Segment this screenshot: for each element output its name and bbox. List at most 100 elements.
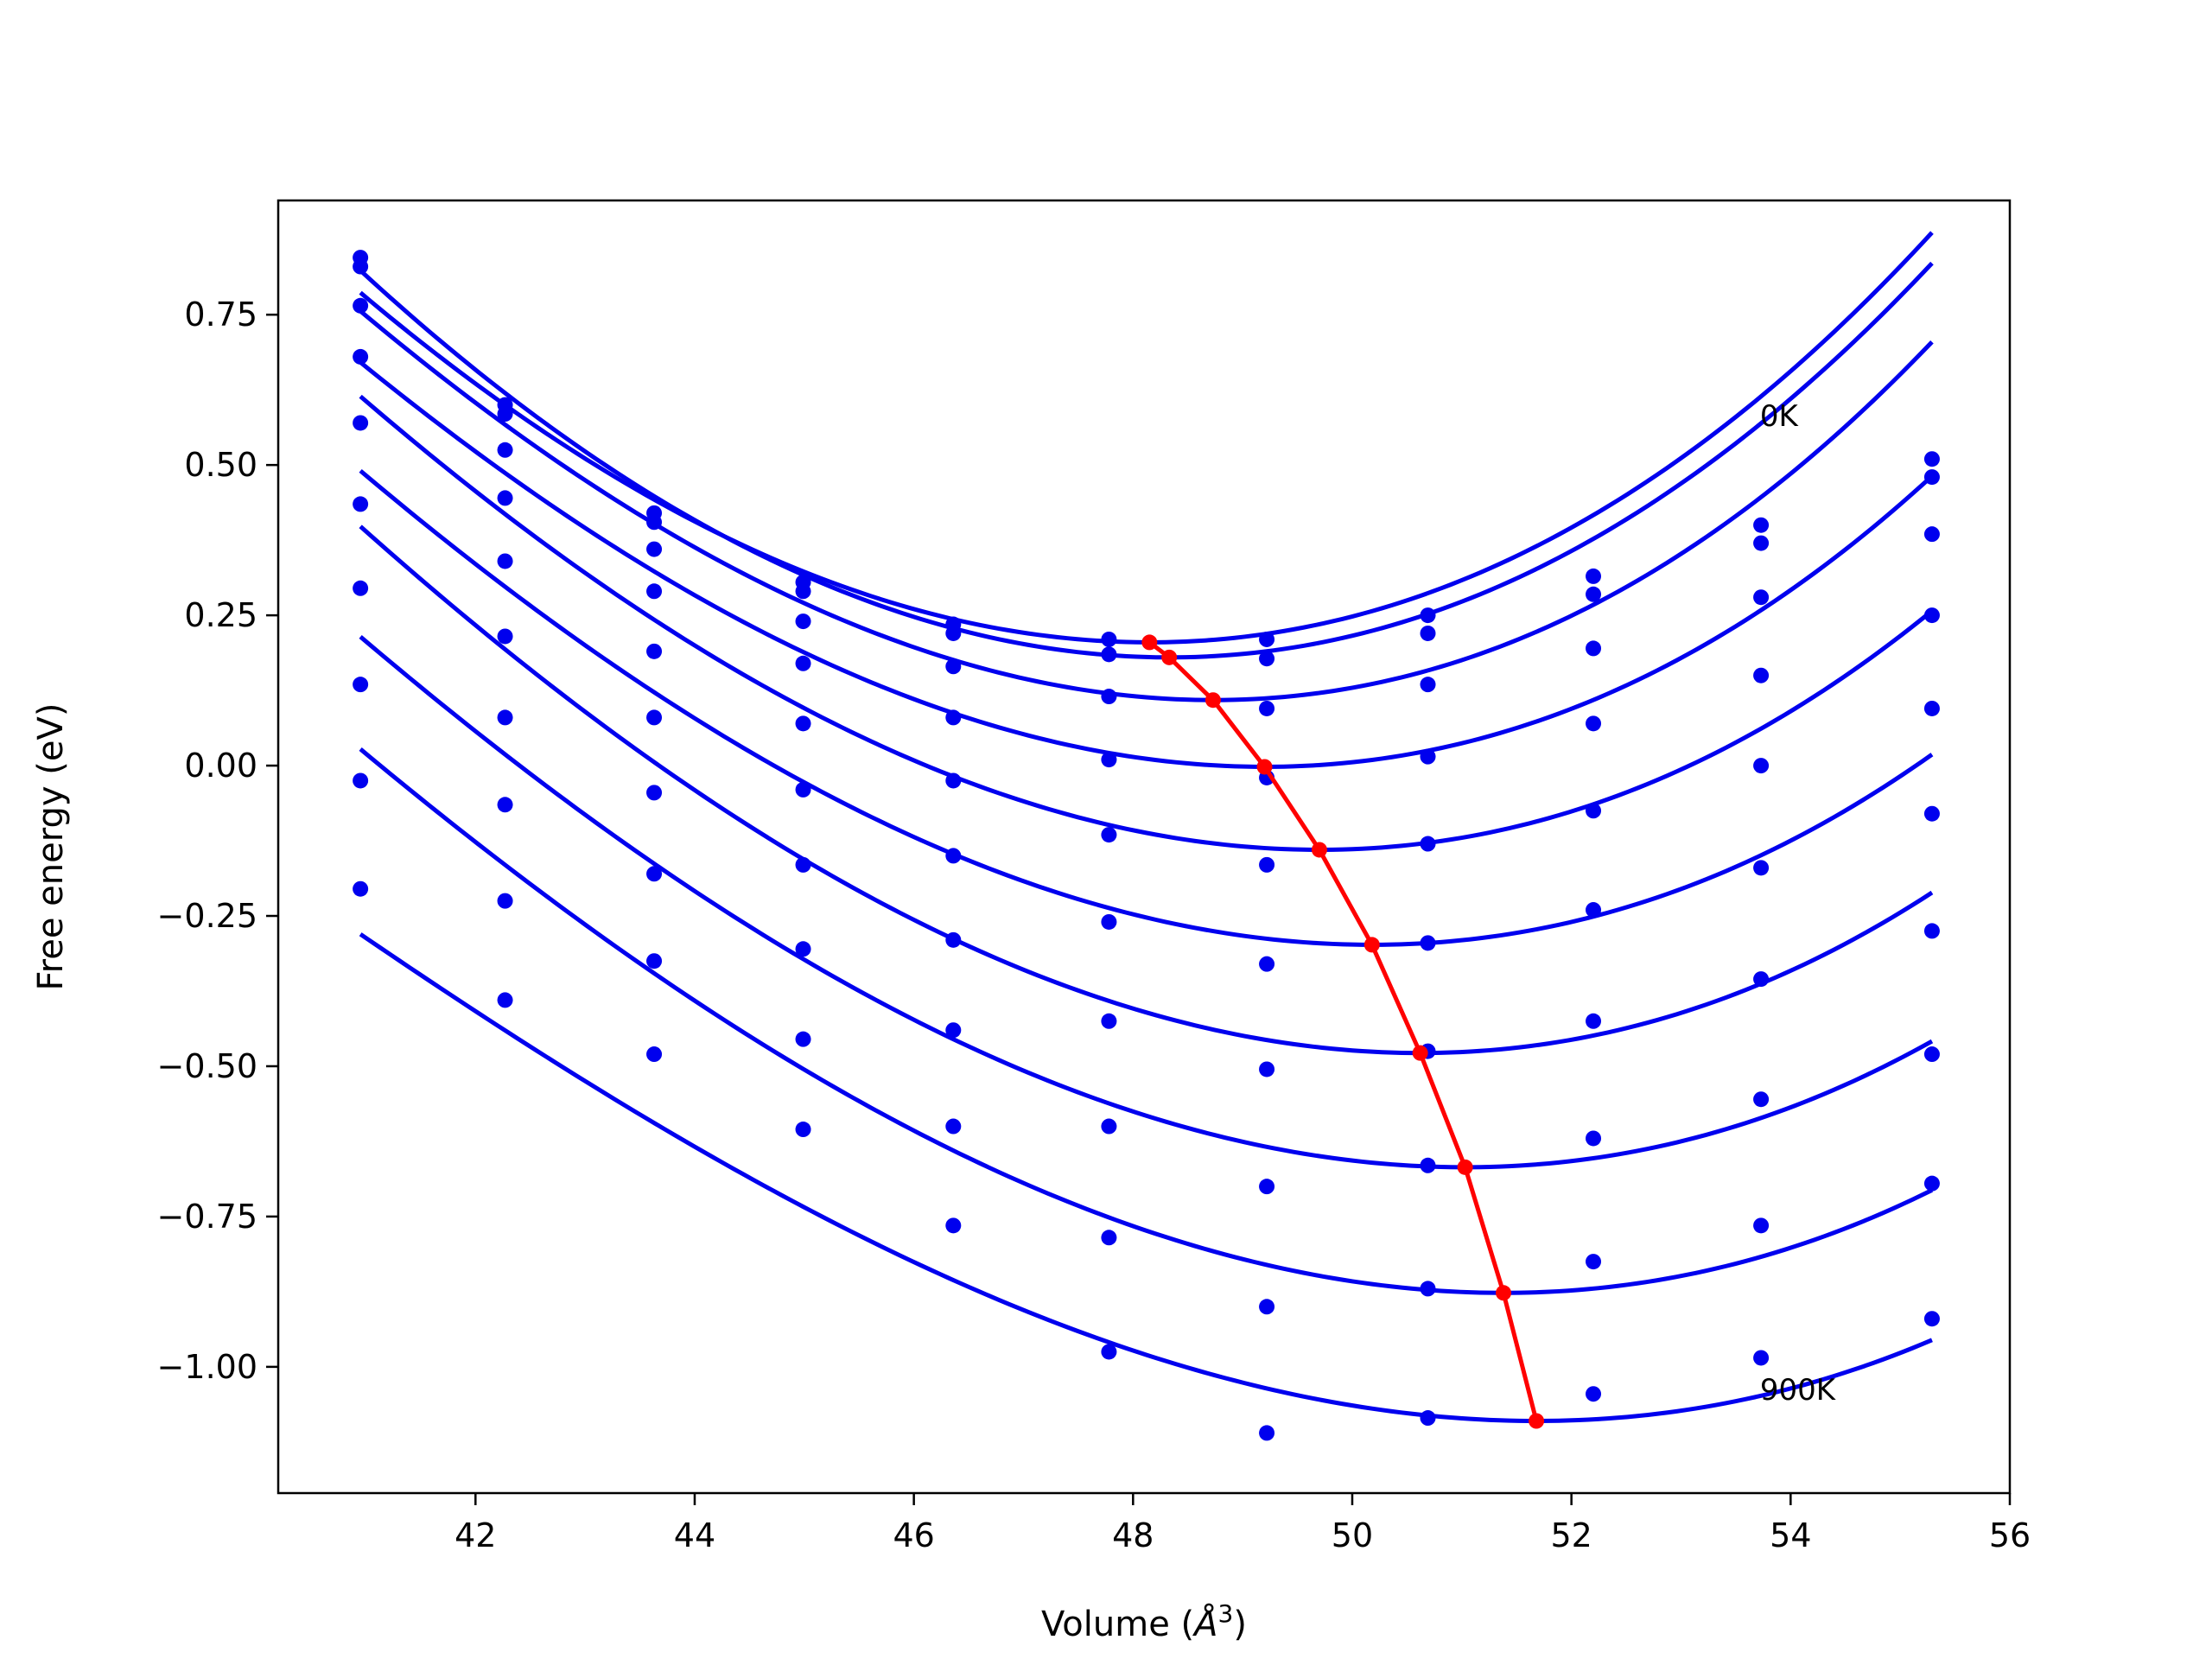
data-point <box>1259 1425 1275 1441</box>
series-layer <box>353 231 1940 1441</box>
data-point <box>1259 1299 1275 1315</box>
data-point <box>945 658 962 675</box>
data-point <box>1420 836 1436 852</box>
data-point <box>1420 677 1436 693</box>
data-point <box>1586 1386 1602 1402</box>
data-point <box>1259 651 1275 667</box>
data-point <box>945 931 962 948</box>
minimum-point <box>1161 649 1178 665</box>
data-point <box>353 258 369 275</box>
data-point <box>945 848 962 864</box>
data-point <box>646 1046 663 1063</box>
y-tick-label: 0.75 <box>184 296 257 334</box>
data-point <box>1586 640 1602 657</box>
data-point <box>1753 535 1770 551</box>
data-point <box>1586 586 1602 602</box>
data-point <box>795 583 811 600</box>
data-point <box>795 781 811 798</box>
x-tick-label: 50 <box>1332 1516 1373 1554</box>
data-point <box>795 1122 811 1138</box>
data-point <box>945 1118 962 1135</box>
data-point <box>1101 1118 1117 1135</box>
data-point <box>945 772 962 789</box>
minimum-energy-line <box>1147 640 1539 1422</box>
data-point <box>353 415 369 431</box>
data-point <box>1753 589 1770 606</box>
data-point <box>795 941 811 957</box>
data-point <box>353 772 369 789</box>
x-tick-label: 52 <box>1550 1516 1592 1554</box>
minima-layer <box>1141 634 1545 1429</box>
data-point <box>1259 631 1275 647</box>
fit-curve <box>359 747 1934 1295</box>
data-point <box>1586 902 1602 918</box>
data-point <box>646 541 663 557</box>
temperature-annotation: 0K <box>1760 399 1800 434</box>
y-tick-label: −0.25 <box>157 897 257 935</box>
fit-curve <box>359 261 1934 660</box>
data-point <box>1753 517 1770 533</box>
data-point <box>1923 451 1940 467</box>
minimum-point <box>1529 1413 1545 1429</box>
data-point <box>1420 1281 1436 1297</box>
fit-curve <box>359 360 1934 769</box>
data-point <box>1586 1130 1602 1147</box>
minimum-point <box>1141 634 1158 651</box>
data-point <box>1923 1175 1940 1192</box>
y-tick-label: 0.00 <box>184 747 257 785</box>
data-point <box>1586 568 1602 584</box>
y-axis-ticks: −1.00 −0.75 −0.50 −0.25 0.00 0.25 0.50 0.75 <box>157 296 278 1386</box>
data-point <box>353 348 369 365</box>
fit-curve <box>359 932 1933 1424</box>
data-point <box>1923 923 1940 939</box>
fit-curve <box>359 468 1934 947</box>
data-point <box>1101 827 1117 843</box>
data-point <box>1101 752 1117 768</box>
data-point <box>1101 1013 1117 1029</box>
y-tick-label: 0.25 <box>184 596 257 634</box>
data-point <box>795 856 811 873</box>
data-point <box>1420 1157 1436 1173</box>
data-point <box>945 625 962 641</box>
data-point <box>1586 1013 1602 1029</box>
data-point <box>1420 625 1436 641</box>
data-point <box>795 613 811 630</box>
data-point <box>1753 1350 1770 1366</box>
data-point <box>646 709 663 726</box>
data-point <box>353 297 369 314</box>
data-point <box>795 1031 811 1047</box>
minimum-point <box>1496 1285 1512 1301</box>
data-point <box>497 406 513 423</box>
data-point <box>1259 1061 1275 1077</box>
data-point <box>1923 700 1940 716</box>
data-point <box>1101 913 1117 930</box>
data-point <box>1259 856 1275 873</box>
data-point <box>353 580 369 596</box>
x-tick-label: 46 <box>893 1516 934 1554</box>
data-point <box>1586 715 1602 732</box>
y-tick-label: −0.75 <box>157 1198 257 1236</box>
data-point <box>1259 956 1275 972</box>
minimum-point <box>1205 692 1221 709</box>
data-point <box>646 953 663 969</box>
data-point <box>1101 1344 1117 1360</box>
data-point <box>1101 631 1117 647</box>
fit-curve <box>359 524 1934 1056</box>
data-point <box>1101 1230 1117 1246</box>
minimum-point <box>1457 1159 1473 1175</box>
data-point <box>1753 667 1770 683</box>
x-axis-ticks: 42 44 46 48 50 52 54 56 <box>454 1493 2031 1554</box>
plot-frame <box>276 199 2012 1495</box>
data-point <box>1753 860 1770 876</box>
minimum-point <box>1412 1045 1428 1061</box>
x-axis-label: Volume (Å3) <box>1041 1599 1247 1644</box>
x-tick-label: 54 <box>1770 1516 1811 1554</box>
data-point <box>1259 700 1275 716</box>
data-point <box>1101 689 1117 705</box>
data-point <box>1420 935 1436 951</box>
data-point <box>353 496 369 512</box>
data-point <box>795 655 811 671</box>
minimum-point <box>1256 759 1273 775</box>
data-point <box>1420 1410 1436 1427</box>
